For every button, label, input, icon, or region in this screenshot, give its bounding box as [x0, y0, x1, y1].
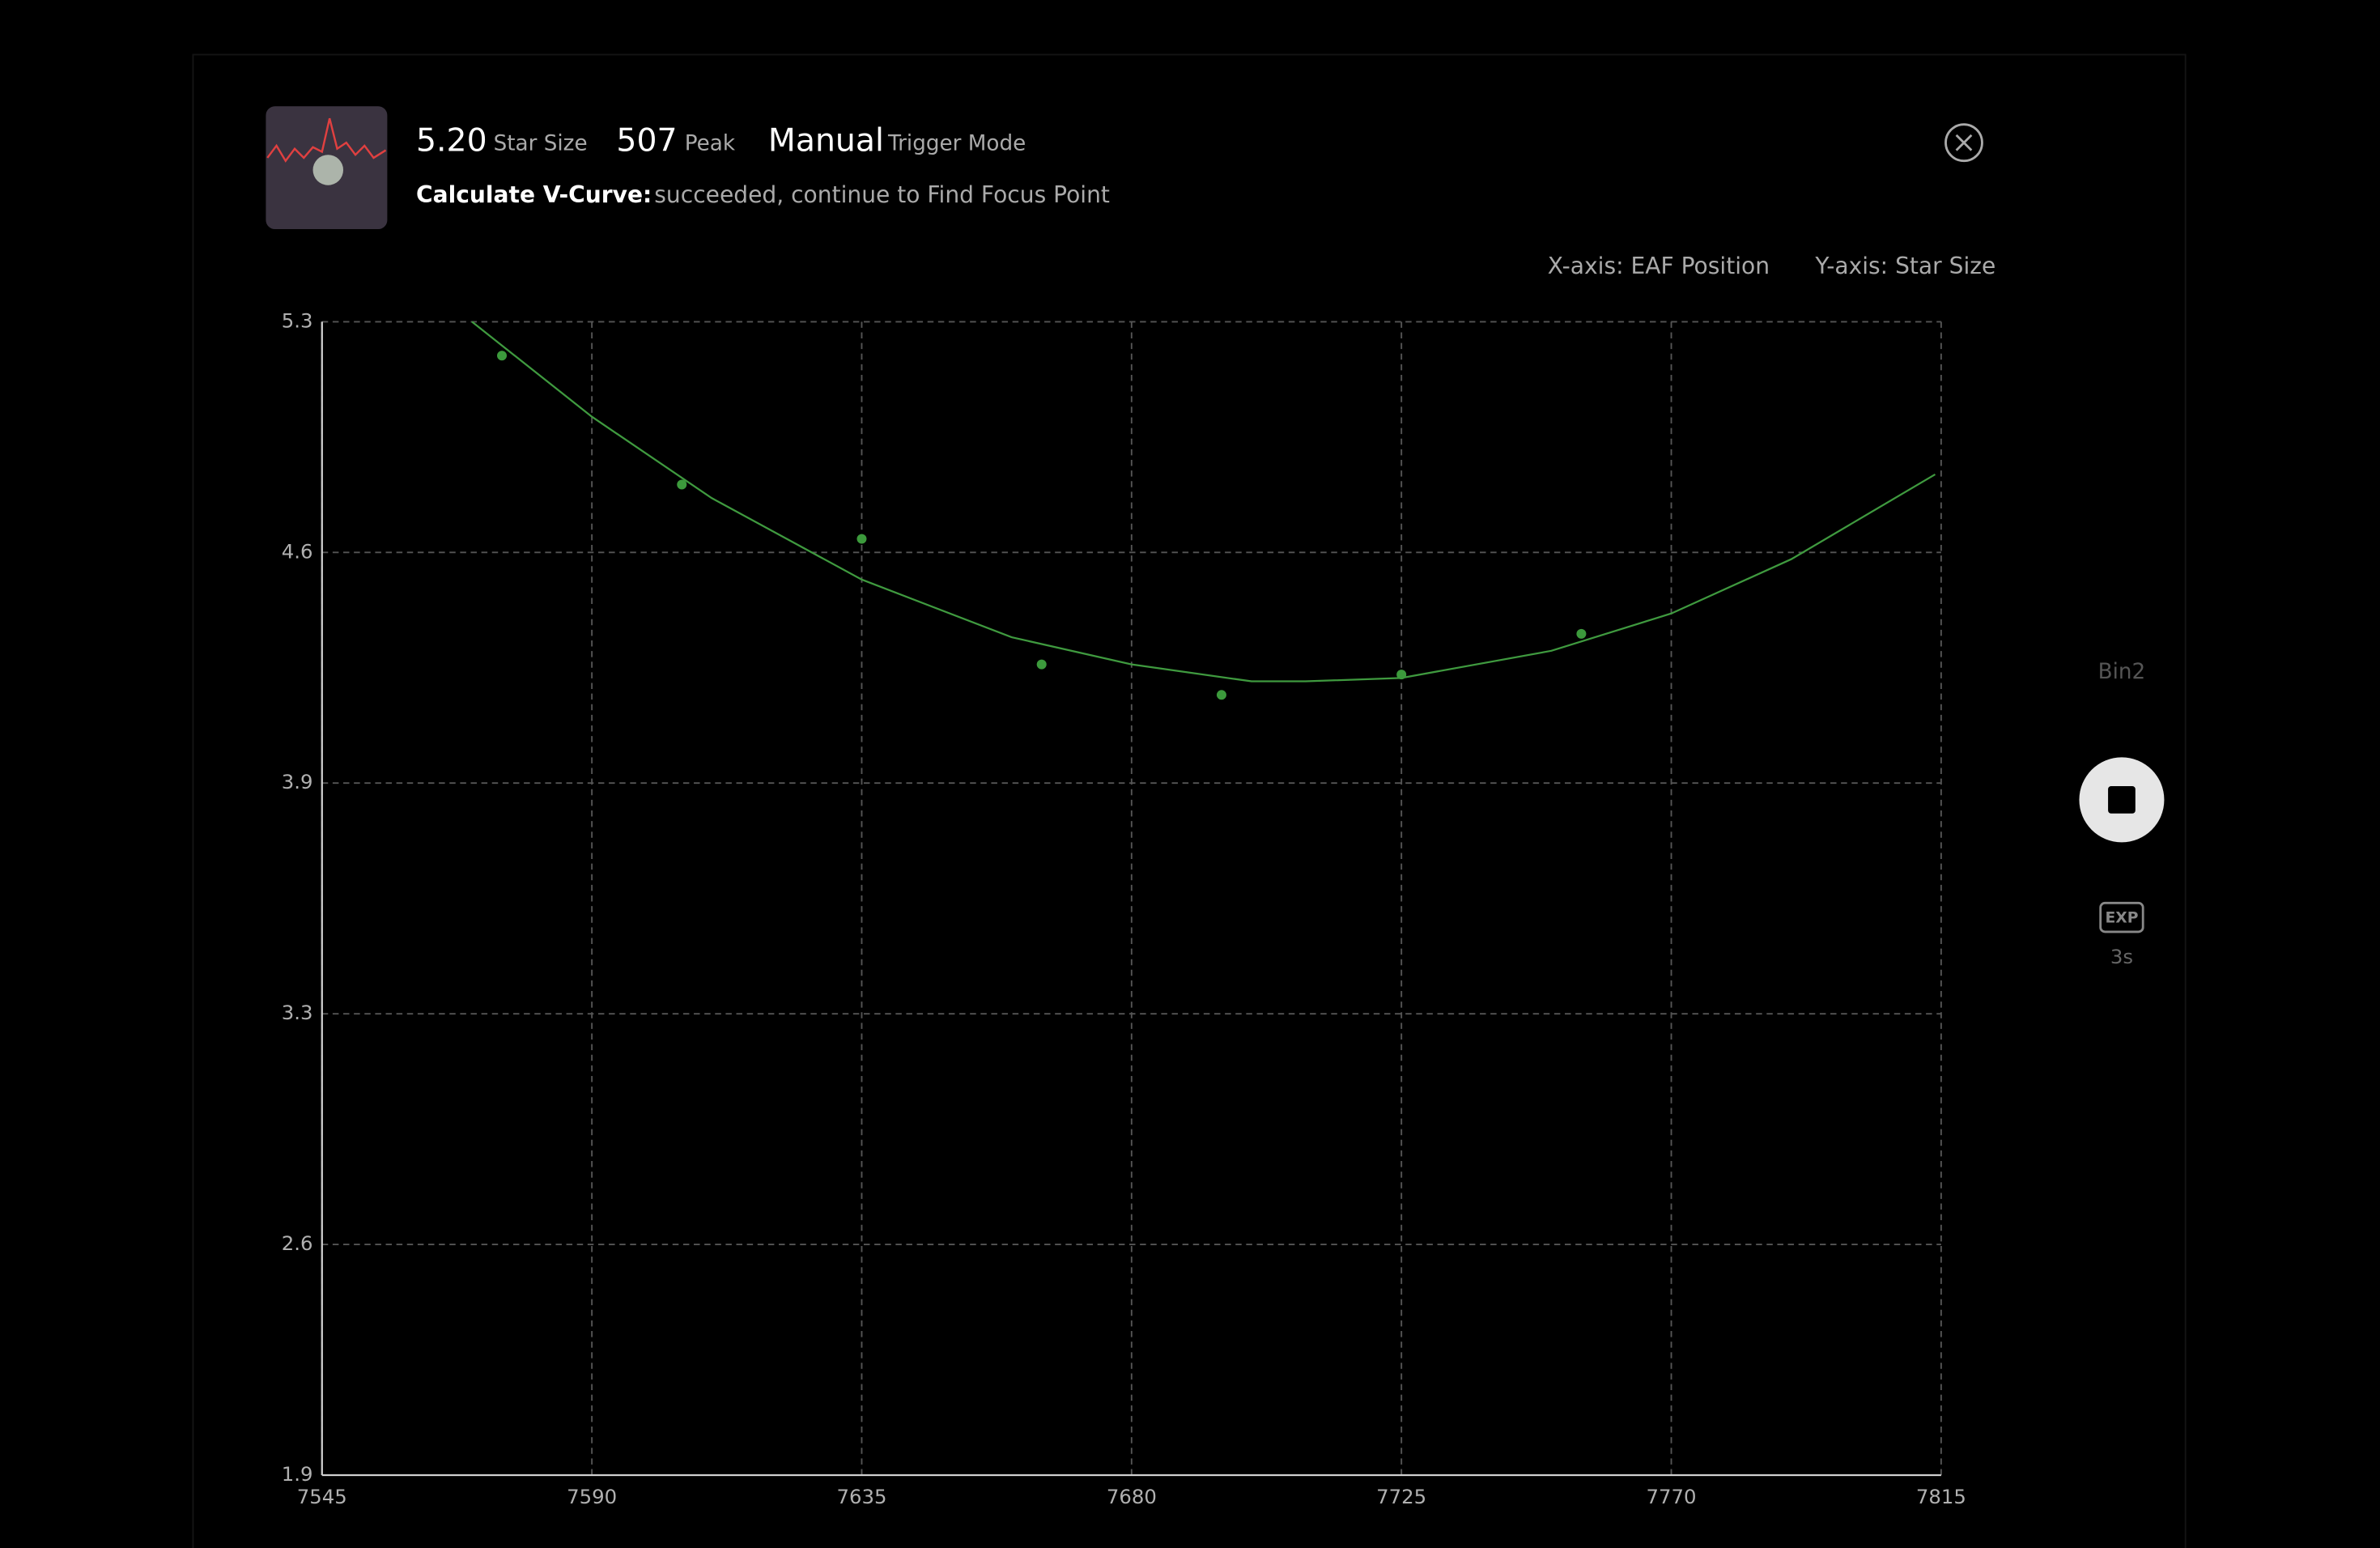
bin-button[interactable]: Bin2 — [2098, 660, 2146, 684]
status-text: succeeded, continue to Find Focus Point — [654, 181, 1110, 208]
y-tick-label: 4.6 — [282, 539, 313, 563]
panel — [192, 53, 2187, 1548]
y-tick-label: 2.6 — [282, 1231, 313, 1255]
exp-icon: EXP — [2105, 910, 2138, 927]
y-tick-label: 3.9 — [282, 770, 313, 793]
x-axis-caption: X-axis: EAF Position — [1548, 253, 1770, 279]
data-point — [677, 479, 687, 490]
peak-label: Peak — [685, 132, 736, 156]
y-tick-label: 1.9 — [282, 1462, 313, 1486]
peak-value: 507 — [616, 122, 677, 159]
data-point — [497, 351, 508, 361]
mode-value: Manual — [768, 122, 884, 159]
x-tick-label: 7590 — [567, 1485, 617, 1508]
data-point — [1576, 628, 1587, 639]
mode-label: Trigger Mode — [887, 132, 1026, 156]
stop-button[interactable] — [2079, 757, 2165, 843]
x-tick-label: 7770 — [1647, 1485, 1697, 1508]
x-tick-label: 7680 — [1107, 1485, 1157, 1508]
star-size-value: 5.20 — [416, 122, 487, 159]
status-label: Calculate V-Curve: — [416, 181, 652, 208]
thumbnail — [266, 106, 388, 230]
exposure-value: 3s — [2110, 945, 2133, 968]
data-point — [1216, 690, 1226, 700]
x-tick-label: 7635 — [836, 1485, 886, 1508]
x-tick-label: 7545 — [297, 1485, 347, 1508]
plot: 1.9 2.6 3.3 3.9 4.6 5.3 7545 7590 7635 7680 7725 77… — [282, 308, 1966, 1508]
x-tick-label: 7725 — [1376, 1485, 1426, 1508]
y-tick-label: 5.3 — [282, 308, 313, 332]
exposure-button[interactable]: EXP 3s — [2099, 901, 2144, 968]
data-point — [1036, 659, 1047, 670]
data-point — [856, 534, 867, 544]
y-axis-caption: Y-axis: Star Size — [1814, 253, 1995, 279]
fit-curve — [471, 321, 1936, 683]
star-size-label: Star Size — [494, 132, 588, 156]
data-point — [1396, 670, 1407, 680]
y-tick-label: 3.3 — [282, 1001, 313, 1024]
close-button[interactable] — [1944, 123, 1983, 163]
x-tick-label: 7815 — [1916, 1485, 1966, 1508]
